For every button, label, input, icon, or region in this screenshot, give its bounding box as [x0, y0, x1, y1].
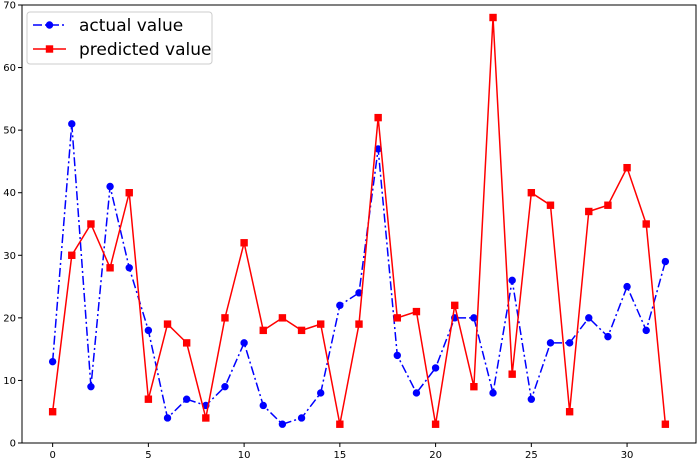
data-point	[393, 351, 401, 360]
data-point	[565, 339, 574, 347]
data-point	[87, 220, 95, 228]
x-tick-label: 5	[145, 450, 151, 460]
data-point	[125, 189, 133, 197]
y-tick-label: 30	[3, 251, 16, 262]
data-point	[221, 314, 229, 322]
data-point	[412, 389, 421, 397]
data-point	[431, 364, 440, 372]
data-point	[393, 314, 401, 322]
data-point	[221, 382, 229, 391]
series-predicted-value	[48, 13, 670, 428]
data-point	[48, 357, 57, 366]
legend-entry-actual-value: actual value	[33, 16, 183, 36]
legend-marker	[45, 21, 54, 29]
data-point	[489, 389, 497, 397]
data-point	[278, 420, 287, 428]
x-tick-label: 20	[429, 450, 442, 460]
x-tick-label: 15	[333, 450, 346, 460]
data-point	[317, 320, 325, 328]
legend-box	[26, 11, 213, 65]
data-point	[623, 282, 631, 291]
data-point	[259, 401, 267, 410]
plot-frame	[21, 4, 697, 444]
data-point	[355, 320, 363, 328]
data-point	[144, 395, 153, 403]
data-point	[508, 276, 516, 285]
y-tick-label: 70	[3, 1, 16, 12]
series-line-predicted-value	[51, 17, 667, 425]
data-point	[642, 220, 650, 228]
y-tick-label: 50	[3, 126, 16, 137]
legend-label: predicted value	[79, 40, 211, 60]
data-point	[336, 301, 344, 310]
legend-entry-predicted-value: predicted value	[33, 40, 211, 60]
data-point	[546, 339, 555, 347]
data-point	[106, 182, 114, 191]
data-point	[527, 189, 536, 197]
data-point	[68, 251, 76, 259]
data-point	[585, 314, 593, 322]
data-point	[163, 414, 172, 422]
y-tick-label: 40	[3, 188, 16, 199]
series-layer	[48, 13, 670, 428]
data-point	[470, 314, 478, 322]
data-point	[451, 301, 459, 310]
series-actual-value	[48, 120, 670, 428]
data-point	[623, 163, 631, 172]
data-point	[182, 339, 191, 347]
data-point	[508, 370, 516, 378]
data-point	[336, 420, 344, 428]
data-point	[527, 395, 536, 403]
data-point	[259, 326, 267, 335]
data-point	[144, 326, 153, 335]
data-point	[642, 326, 650, 335]
y-tick-label: 0	[10, 439, 16, 450]
data-point	[565, 408, 574, 416]
data-point	[278, 314, 287, 322]
data-point	[202, 414, 210, 422]
legend-marker	[45, 45, 54, 53]
data-point	[585, 207, 593, 216]
data-point	[182, 395, 191, 403]
data-point	[317, 389, 325, 397]
legend: actual value predicted value	[26, 11, 213, 65]
axis-ticks: 0 5 10 15 20 25 30 0 10 20 30 40 50 60 70	[3, 1, 633, 460]
data-point	[297, 326, 306, 335]
legend-label: actual value	[79, 16, 183, 36]
data-point	[489, 13, 497, 22]
x-tick-label: 0	[49, 450, 55, 460]
data-point	[604, 332, 612, 341]
x-tick-label: 25	[525, 450, 538, 460]
data-point	[297, 414, 306, 422]
data-point	[470, 382, 478, 391]
y-tick-label: 60	[3, 63, 16, 74]
data-point	[412, 307, 421, 316]
data-point	[163, 320, 172, 328]
y-tick-label: 10	[3, 376, 16, 387]
data-point	[661, 420, 670, 428]
data-point	[87, 382, 95, 391]
y-tick-label: 20	[3, 313, 16, 324]
data-point	[546, 201, 555, 209]
data-point	[106, 264, 114, 272]
data-point	[68, 120, 76, 128]
x-tick-label: 30	[621, 450, 634, 460]
data-point	[48, 408, 57, 416]
data-point	[604, 201, 612, 209]
x-tick-label: 10	[238, 450, 251, 460]
data-point	[661, 257, 670, 266]
data-point	[125, 264, 133, 272]
data-point	[240, 339, 248, 347]
data-point	[240, 239, 248, 247]
data-point	[374, 113, 382, 122]
data-point	[431, 420, 440, 428]
